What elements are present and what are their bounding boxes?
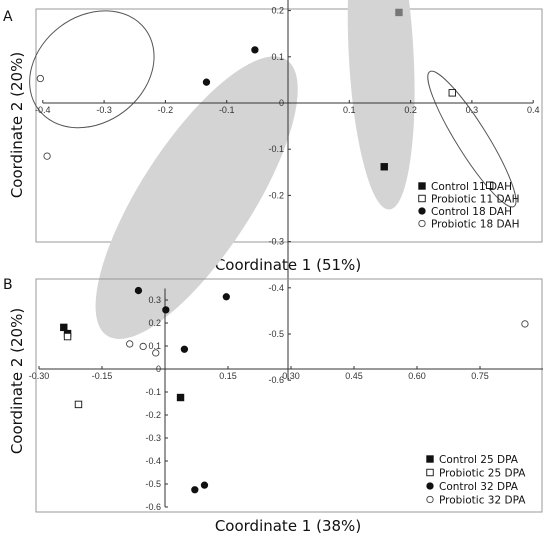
panel-b-plot-frame	[35, 278, 543, 513]
legend-marker	[418, 219, 426, 228]
x-tick-label: 0.1	[343, 105, 356, 115]
x-tick-label: 0.2	[404, 105, 417, 115]
panel-b-label: B	[3, 277, 13, 293]
legend-label: Probiotic 11 DAH	[431, 194, 520, 206]
data-point	[43, 152, 51, 160]
data-point	[251, 46, 259, 54]
panel-a-ellipse-1	[95, 56, 298, 340]
y-tick-label: -0.3	[268, 237, 284, 247]
y-tick-label: -0.4	[268, 283, 284, 293]
y-tick-label: -0.2	[268, 190, 284, 200]
legend-label: Probiotic 32 DPA	[439, 495, 526, 507]
x-tick-label: 0.60	[408, 371, 426, 381]
data-point	[191, 486, 199, 494]
data-point	[139, 342, 147, 351]
data-point	[202, 78, 211, 86]
data-point	[74, 400, 83, 409]
y-tick-label: -0.1	[268, 144, 284, 154]
x-tick-label: -0.3	[96, 105, 112, 115]
legend-marker	[418, 207, 426, 215]
x-tick-label: -0.4	[35, 105, 51, 115]
data-point	[126, 340, 134, 348]
panel-a-ellipse-2	[347, 0, 415, 210]
y-tick-label: -0.5	[145, 479, 161, 489]
data-point	[521, 320, 529, 328]
data-point	[152, 349, 160, 357]
y-tick-label: 0	[156, 364, 161, 374]
y-tick-label: 0.2	[271, 6, 284, 16]
y-tick-label: -0.5	[268, 329, 284, 339]
y-tick-label: -0.1	[145, 387, 161, 397]
panel-a-ellipse-0	[29, 10, 155, 129]
legend-label: Control 11 DAH	[431, 181, 512, 193]
y-tick-label: 0	[279, 98, 284, 108]
legend-label: Control 25 DPA	[439, 454, 519, 466]
data-point	[60, 323, 68, 332]
legend-label: Control 18 DAH	[431, 206, 512, 218]
y-tick-label: -0.6	[145, 502, 161, 512]
panel-b-chart: B Coordinate 1 (38%) Coordinate 2 (20%) …	[3, 277, 543, 535]
y-tick-label: 0.2	[148, 318, 161, 328]
x-tick-label: -0.2	[158, 105, 174, 115]
x-tick-label: 0.3	[466, 105, 479, 115]
y-tick-label: -0.4	[145, 456, 161, 466]
legend-marker	[426, 495, 434, 504]
panel-a-chart: A Coordinate 1 (51%) Coordinate 2 (20%) …	[3, 0, 543, 385]
data-point	[485, 181, 494, 189]
data-point	[395, 8, 403, 17]
data-point	[36, 74, 44, 83]
y-tick-label: -0.2	[145, 410, 161, 420]
y-tick-label: 0.3	[148, 295, 161, 305]
legend-label: Control 32 DPA	[439, 481, 519, 493]
data-point	[180, 345, 189, 353]
data-point	[63, 332, 72, 341]
legend-marker	[426, 482, 434, 490]
panel-a-ellipse-3	[427, 70, 517, 208]
y-tick-label: 0.1	[271, 52, 284, 62]
panel-b-y-axis-title: Coordinate 2 (20%)	[8, 308, 26, 454]
x-tick-label: -0.1	[219, 105, 235, 115]
x-tick-label: 0.15	[219, 371, 237, 381]
data-point	[380, 163, 388, 171]
legend-marker	[426, 468, 434, 477]
data-point	[162, 306, 170, 314]
y-tick-label: -0.3	[145, 433, 161, 443]
y-tick-label: -0.6	[268, 375, 284, 385]
x-tick-label: 0.75	[471, 371, 489, 381]
x-tick-label: -0.30	[29, 371, 50, 381]
data-point	[200, 481, 209, 489]
x-tick-label: 0.4	[527, 105, 540, 115]
data-point	[176, 393, 185, 402]
panel-a-y-axis-title: Coordinate 2 (20%)	[8, 52, 26, 198]
legend-label: Probiotic 18 DAH	[431, 219, 520, 231]
panel-b-x-axis-title: Coordinate 1 (38%)	[215, 517, 361, 535]
y-tick-label: 0.1	[148, 341, 161, 351]
data-point	[222, 293, 230, 301]
legend-marker	[426, 455, 434, 463]
panel-a-label: A	[3, 9, 13, 25]
legend-marker	[418, 182, 426, 190]
data-point	[448, 89, 456, 97]
x-tick-label: 0.45	[345, 371, 363, 381]
x-tick-label: -0.15	[92, 371, 113, 381]
data-point	[134, 286, 143, 295]
legend-label: Probiotic 25 DPA	[439, 468, 526, 480]
x-tick-label: 0.30	[282, 371, 300, 381]
legend-marker	[418, 194, 426, 203]
